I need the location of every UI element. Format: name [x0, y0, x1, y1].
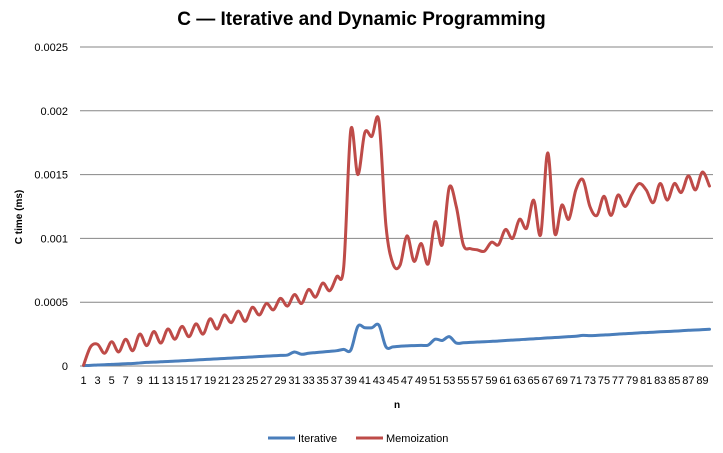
x-tick-label: 45	[387, 375, 399, 387]
x-tick-label: 79	[626, 375, 638, 387]
x-tick-label: 65	[528, 375, 540, 387]
legend-label-memoization: Memoization	[386, 433, 448, 445]
x-tick-label: 11	[148, 375, 159, 387]
x-tick-label: 55	[457, 375, 469, 387]
x-tick-label: 25	[246, 375, 258, 387]
y-axis-label: C time (ms)	[14, 190, 25, 244]
x-tick-label: 89	[696, 375, 708, 387]
x-tick-label: 47	[401, 375, 413, 387]
y-tick-label: 0.0005	[34, 297, 68, 309]
series-lines	[82, 115, 711, 368]
legend-label-iterative: Iterative	[298, 433, 337, 445]
x-tick-label: 3	[95, 375, 101, 387]
x-axis-label: n	[394, 400, 400, 411]
y-axis-ticks: 0 0.0005 0.001 0.0015 0.002 0.0025	[34, 42, 68, 373]
x-tick-label: 23	[232, 375, 244, 387]
x-axis-ticks: 1 3 5 7 9 11 13 15 17 19 21 23 25 27 29 31 33 35 37 39 41 43 4…	[80, 375, 708, 387]
gridlines	[80, 46, 713, 367]
x-tick-label: 53	[443, 375, 455, 387]
x-tick-label: 71	[570, 375, 582, 387]
x-tick-label: 29	[274, 375, 286, 387]
y-tick-label: 0.002	[40, 106, 68, 118]
y-tick-label: 0.0015	[34, 170, 68, 182]
x-tick-label: 67	[542, 375, 554, 387]
x-tick-label: 31	[288, 375, 300, 387]
x-tick-label: 39	[345, 375, 357, 387]
x-tick-label: 19	[204, 375, 216, 387]
y-tick-label: 0.0025	[34, 42, 68, 54]
legend: Iterative Memoization	[268, 433, 448, 445]
x-tick-label: 13	[162, 375, 174, 387]
x-tick-label: 1	[80, 375, 86, 387]
x-tick-label: 41	[359, 375, 371, 387]
x-tick-label: 57	[471, 375, 483, 387]
series-line-memoization	[82, 115, 711, 367]
x-tick-label: 21	[218, 375, 230, 387]
x-tick-label: 63	[513, 375, 525, 387]
x-tick-label: 17	[190, 375, 202, 387]
series-line-iterative	[82, 322, 711, 368]
x-tick-label: 61	[499, 375, 511, 387]
x-tick-label: 85	[668, 375, 680, 387]
x-tick-label: 33	[302, 375, 314, 387]
x-tick-label: 15	[176, 375, 188, 387]
x-tick-label: 35	[317, 375, 329, 387]
chart-title: C — Iterative and Dynamic Programming	[177, 9, 546, 30]
x-tick-label: 49	[415, 375, 427, 387]
x-tick-label: 73	[584, 375, 596, 387]
x-tick-label: 81	[640, 375, 652, 387]
x-tick-label: 59	[485, 375, 497, 387]
y-tick-label: 0.001	[40, 233, 68, 245]
x-tick-label: 27	[260, 375, 272, 387]
x-tick-label: 37	[331, 375, 343, 387]
x-tick-label: 77	[612, 375, 624, 387]
x-tick-label: 75	[598, 375, 610, 387]
y-tick-label: 0	[62, 361, 68, 373]
x-tick-label: 87	[682, 375, 694, 387]
x-tick-label: 43	[373, 375, 385, 387]
x-tick-label: 83	[654, 375, 666, 387]
x-tick-label: 5	[109, 375, 115, 387]
x-tick-label: 51	[429, 375, 441, 387]
x-tick-label: 7	[123, 375, 129, 387]
x-tick-label: 69	[556, 375, 568, 387]
x-tick-label: 9	[137, 375, 143, 387]
